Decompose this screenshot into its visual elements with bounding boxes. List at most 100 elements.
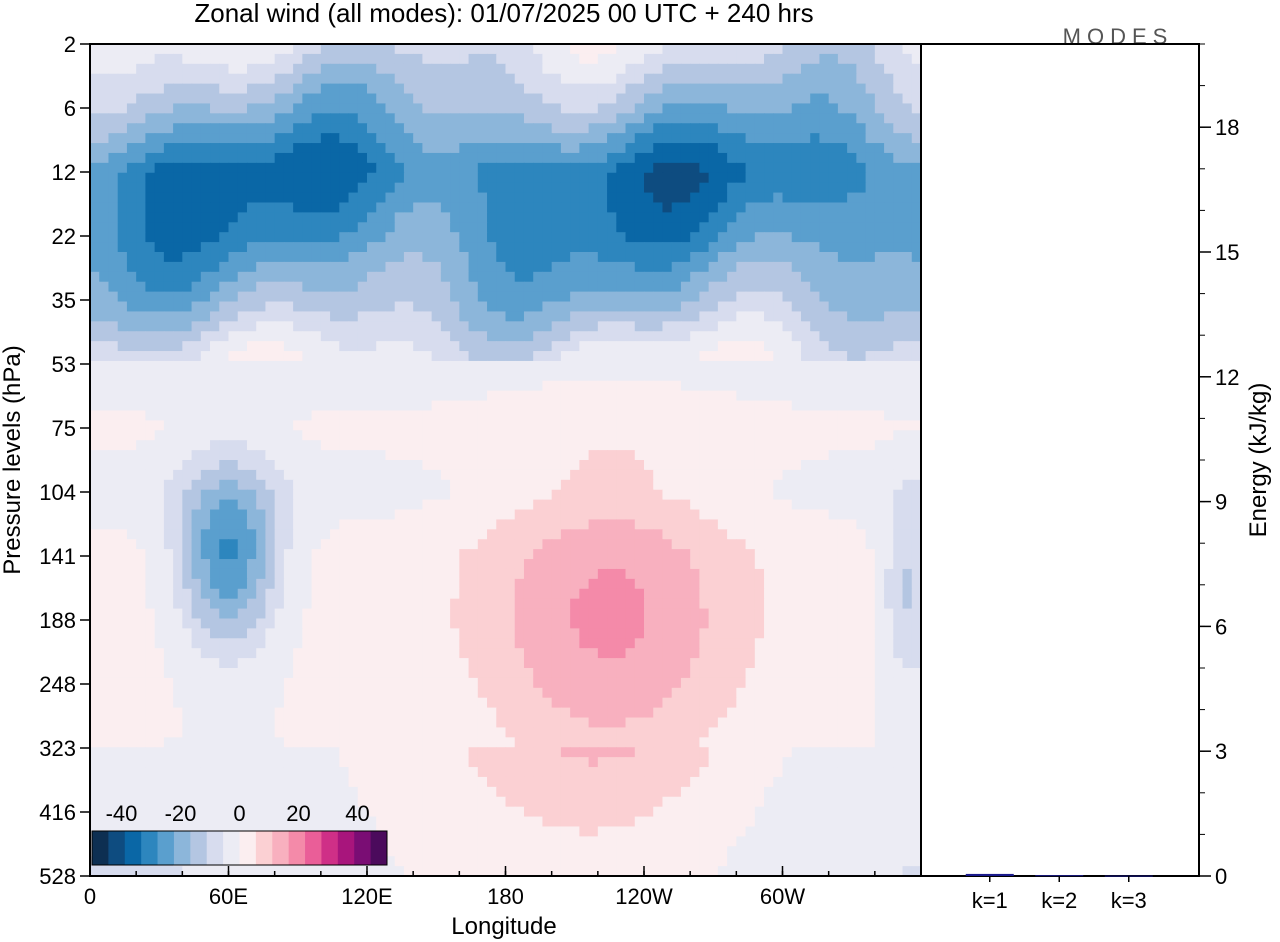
field-cell [283,162,294,174]
field-cell [699,430,710,441]
field-cell [219,549,230,560]
field-cell [533,450,544,461]
field-cell [339,133,350,144]
field-cell [745,420,756,431]
field-cell [690,252,700,263]
field-cell [745,430,756,441]
field-cell [487,63,497,75]
field-cell [283,331,294,342]
field-cell [163,232,174,243]
field-cell [136,509,146,521]
field-cell [588,202,599,213]
field-cell [523,400,534,412]
field-cell [644,222,654,233]
field-cell [570,44,580,55]
field-cell [764,568,774,580]
field-cell [431,588,442,600]
field-cell [754,311,765,322]
field-cell [699,370,710,382]
field-cell [163,103,174,114]
field-cell [173,232,183,243]
field-cell [357,351,368,362]
field-cell [828,291,839,303]
field-cell [708,281,719,293]
field-cell [514,113,525,124]
field-cell [560,440,571,451]
field-cell [653,301,664,313]
field-cell [902,559,913,570]
field-cell [597,93,608,105]
field-cell [773,489,784,501]
field-cell [874,53,885,65]
field-cell [145,93,156,105]
field-cell [893,162,904,174]
field-cell [874,172,885,184]
field-cell [791,182,802,194]
field-cell [708,291,719,303]
field-cell [136,202,146,213]
field-cell [736,499,747,511]
field-cell [625,321,636,332]
field-cell [163,311,174,322]
field-cell [791,331,802,342]
field-cell [736,568,747,580]
field-cell [219,133,230,144]
field-cell [200,172,211,184]
field-cell [570,549,580,560]
field-cell [440,202,451,213]
field-cell [210,162,220,174]
field-cell [828,321,839,332]
field-cell [588,341,599,352]
field-cell [154,44,165,55]
field-cell [330,430,340,441]
field-cell [625,568,636,580]
field-cell [653,44,664,55]
field-cell [533,390,544,402]
field-cell [422,351,433,362]
field-cell [108,529,119,540]
field-cell [505,212,516,223]
field-cell [828,568,839,580]
field-cell [265,341,276,352]
field-cell [819,192,830,204]
field-cell [182,578,193,590]
field-cell [607,469,617,481]
field-cell [348,222,359,233]
field-cell [514,291,525,303]
field-cell [588,113,599,124]
field-cell [542,420,553,431]
field-cell [431,519,442,530]
field-cell [320,63,331,75]
field-cell [884,143,894,154]
field-cell [800,331,811,342]
field-cell [339,44,350,55]
field-cell [210,281,220,293]
field-cell [320,450,331,461]
field-cell [653,212,664,223]
field-cell [579,73,590,85]
field-cell [403,133,414,144]
field-cell [163,331,174,342]
field-cell [126,311,137,322]
field-cell [228,549,239,560]
field-cell [727,341,737,352]
field-cell [210,182,220,194]
field-cell [302,450,313,461]
field-cell [514,202,525,213]
field-cell [210,410,220,421]
field-cell [477,410,488,421]
field-cell [468,370,479,382]
field-cell [625,430,636,441]
field-cell [865,261,876,273]
field-cell [837,152,848,164]
field-cell [394,232,405,243]
field-cell [357,202,368,213]
field-cell [191,83,202,95]
field-cell [717,192,728,204]
field-cell [874,499,885,511]
field-cell [357,301,368,313]
field-cell [505,202,516,213]
field-cell [865,311,876,322]
field-cell [477,360,488,372]
field-cell [237,380,248,392]
